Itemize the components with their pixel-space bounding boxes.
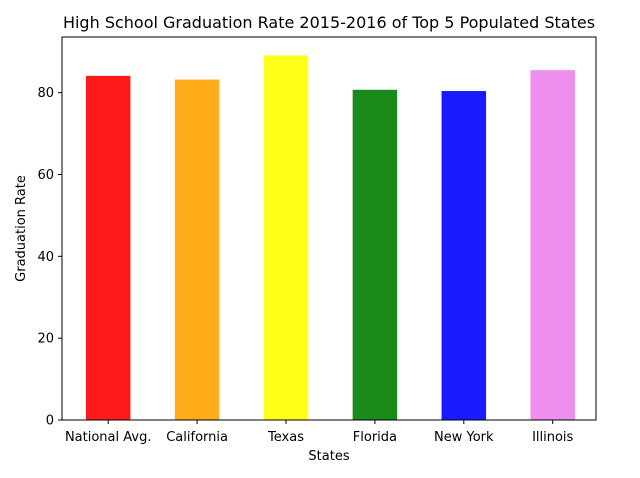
y-tick-label: 0 xyxy=(46,414,54,429)
y-tick-label: 80 xyxy=(37,86,54,101)
bar-new-york xyxy=(441,91,487,420)
y-axis-label: Graduation Rate xyxy=(14,175,29,282)
bar-national-avg xyxy=(85,75,131,420)
plot-frame xyxy=(61,36,597,421)
y-tick-label: 40 xyxy=(37,250,54,265)
x-tick-label: Texas xyxy=(267,430,304,445)
x-tick-label: Illinois xyxy=(532,430,573,445)
y-tick-label: 60 xyxy=(37,168,54,183)
x-tick-label: Florida xyxy=(353,430,397,445)
x-tick-label: New York xyxy=(434,430,494,445)
plot-area: 0 20 40 60 80 National Avg. California Texas Flo… xyxy=(37,55,575,445)
x-tick-label: National Avg. xyxy=(65,430,152,445)
x-tick-label: California xyxy=(166,430,228,445)
y-tick-label: 20 xyxy=(37,332,54,347)
bar-california xyxy=(174,79,220,421)
bar-texas xyxy=(263,55,309,421)
chart-title: High School Graduation Rate 2015-2016 of… xyxy=(63,13,595,32)
bar-illinois xyxy=(530,70,575,421)
x-axis-label: States xyxy=(308,449,349,464)
bar-florida xyxy=(352,89,398,421)
